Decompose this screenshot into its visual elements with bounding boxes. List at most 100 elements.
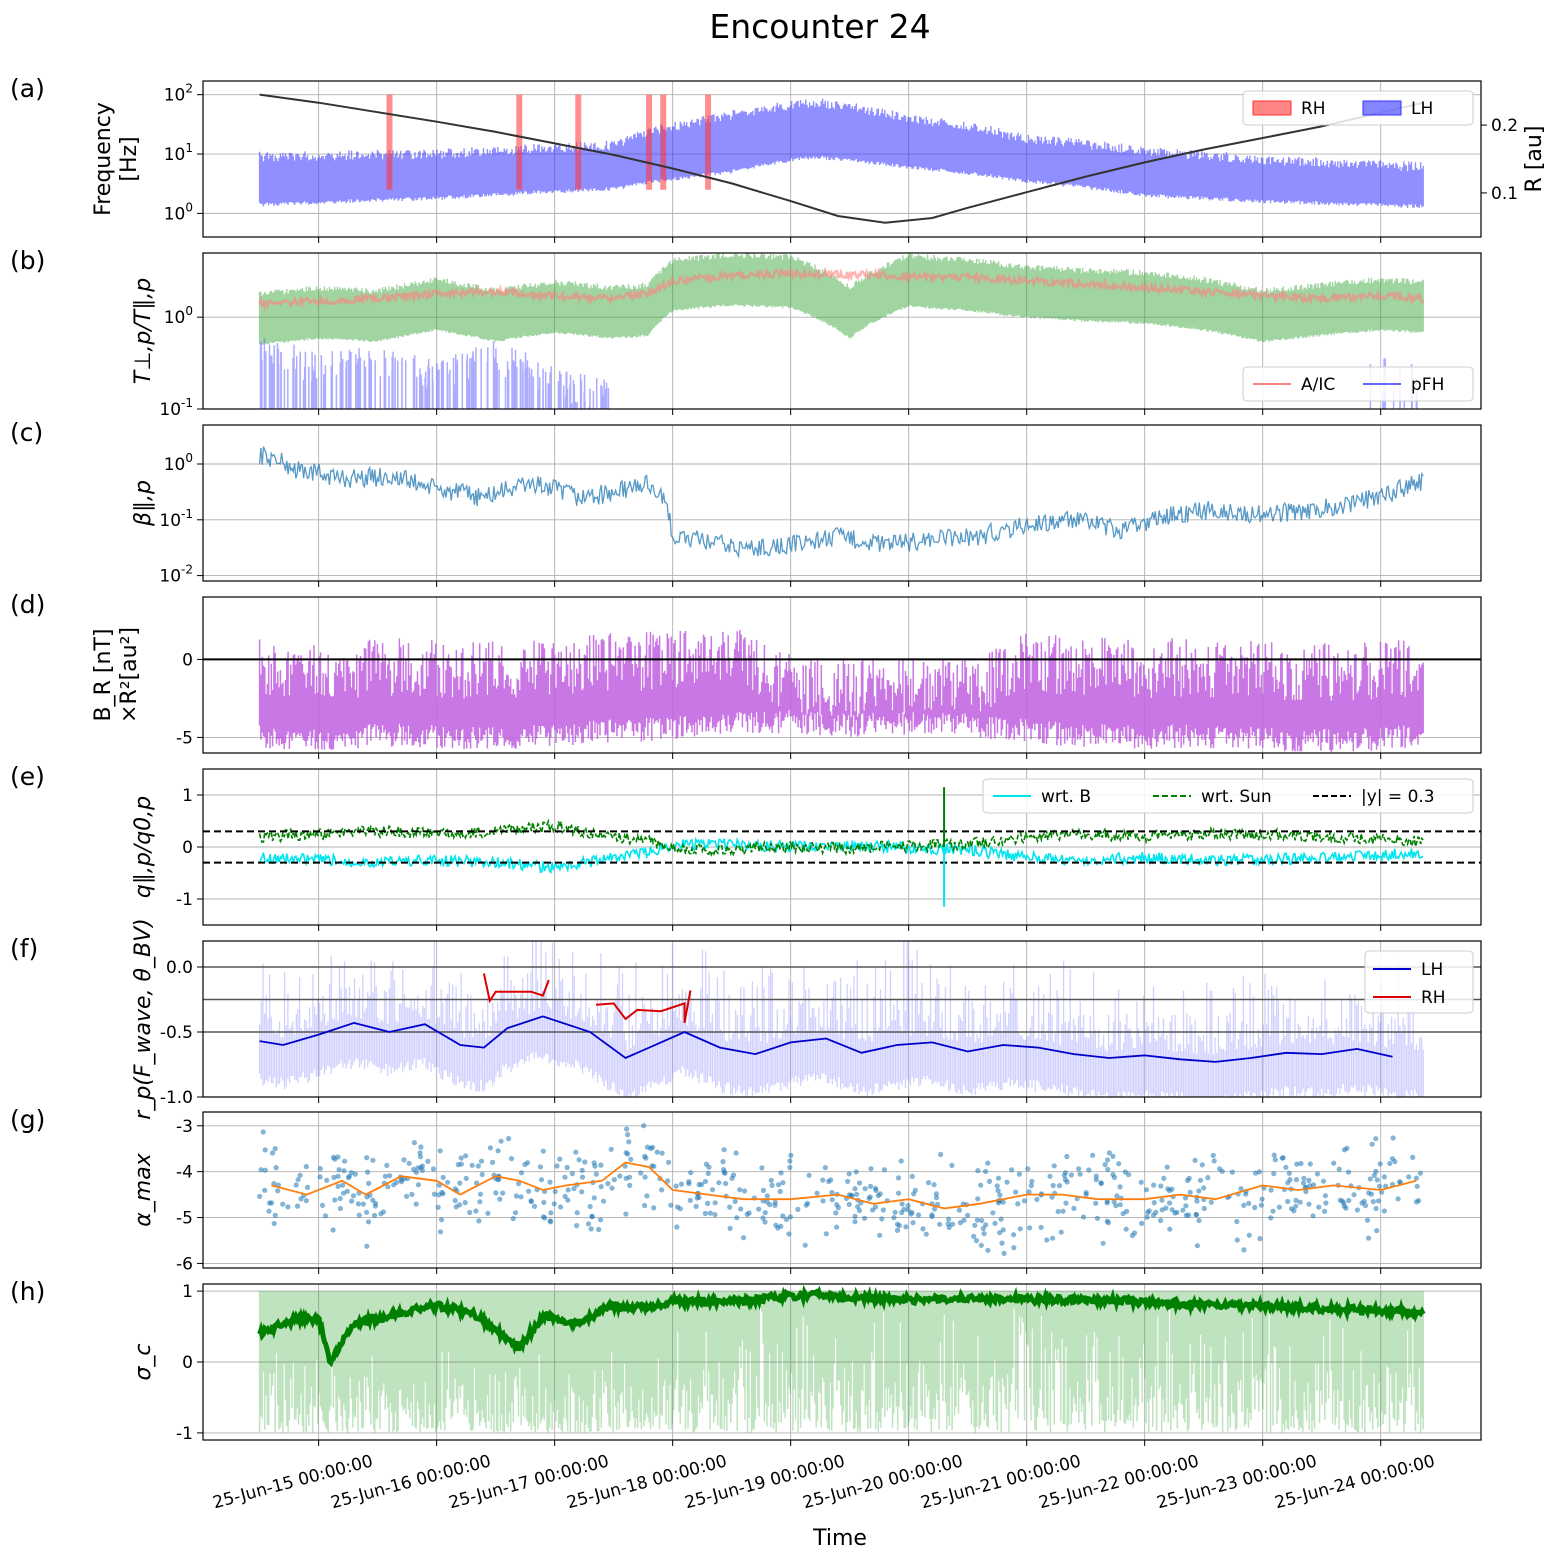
- alpha-point: [866, 1195, 872, 1201]
- alpha-point: [1063, 1200, 1069, 1206]
- alpha-point: [579, 1167, 585, 1173]
- alpha-point: [946, 1224, 952, 1230]
- alpha-point: [1055, 1208, 1061, 1215]
- alpha-point: [335, 1154, 341, 1160]
- alpha-point: [643, 1155, 649, 1161]
- alpha-point: [1307, 1161, 1313, 1167]
- alpha-point: [760, 1215, 766, 1221]
- alpha-point: [852, 1186, 858, 1192]
- alpha-point: [1205, 1175, 1211, 1181]
- alpha-point: [783, 1216, 790, 1222]
- alpha-point: [712, 1212, 718, 1218]
- alpha-point: [659, 1150, 665, 1156]
- alpha-point: [1197, 1177, 1204, 1183]
- alpha-point: [923, 1231, 929, 1237]
- alpha-point: [901, 1206, 907, 1212]
- alpha-point: [271, 1220, 277, 1227]
- alpha-point: [1208, 1199, 1214, 1205]
- alpha-point: [350, 1193, 357, 1199]
- alpha-point: [1410, 1154, 1416, 1160]
- alpha-point: [485, 1210, 491, 1216]
- alpha-point: [1192, 1157, 1198, 1163]
- alpha-point: [1345, 1169, 1352, 1175]
- alpha-point: [345, 1175, 351, 1181]
- radial-distance-line: [259, 93, 1424, 224]
- alpha-point: [413, 1169, 419, 1175]
- alpha-point: [540, 1148, 546, 1154]
- alpha-point: [564, 1164, 570, 1171]
- alpha-point: [1271, 1171, 1277, 1177]
- alpha-running-mean: [271, 1161, 1417, 1210]
- alpha-point: [1110, 1153, 1116, 1159]
- alpha-point: [436, 1192, 442, 1198]
- alpha-point: [1100, 1240, 1106, 1246]
- alpha-point: [272, 1146, 278, 1152]
- alpha-point: [579, 1174, 586, 1180]
- alpha-point: [371, 1212, 378, 1218]
- alpha-point: [1083, 1191, 1089, 1198]
- alpha-point: [727, 1204, 733, 1210]
- alpha-point: [576, 1157, 582, 1163]
- alpha-point: [591, 1195, 597, 1201]
- alpha-point: [929, 1212, 935, 1218]
- alpha-point: [1272, 1157, 1278, 1163]
- alpha-point: [273, 1165, 279, 1171]
- alpha-point: [979, 1217, 985, 1224]
- alpha-point: [899, 1201, 905, 1207]
- alpha-point: [716, 1180, 722, 1186]
- alpha-point: [1366, 1235, 1372, 1241]
- panel-b: 10-1 100 (b) T⊥,p/T∥,p A/IC pFH: [10, 246, 1482, 420]
- alpha-point: [1016, 1171, 1023, 1177]
- alpha-point: [1390, 1135, 1396, 1141]
- alpha-point: [598, 1217, 604, 1223]
- alpha-point: [623, 1211, 629, 1217]
- alpha-point: [1102, 1162, 1108, 1168]
- alpha-point: [257, 1193, 263, 1199]
- alpha-point: [950, 1221, 956, 1227]
- panel-e: -1 0 1 (e) q∥,p/q0,p wrt. B wrt. Sun |y| = 0.3: [10, 762, 1482, 931]
- alpha-point: [905, 1207, 911, 1213]
- alpha-point: [1164, 1164, 1170, 1170]
- alpha-point: [903, 1224, 909, 1230]
- alpha-point: [829, 1189, 835, 1196]
- y-axis-label: σ_c: [131, 1343, 156, 1380]
- alpha-point: [1124, 1208, 1130, 1214]
- alpha-point: [495, 1176, 501, 1183]
- alpha-point: [611, 1177, 617, 1183]
- y-tick-label: 10-1: [159, 396, 193, 420]
- alpha-point: [1280, 1155, 1286, 1161]
- alpha-point: [933, 1195, 940, 1201]
- alpha-point: [622, 1163, 628, 1169]
- alpha-point: [303, 1164, 309, 1170]
- alpha-point: [1241, 1202, 1247, 1208]
- alpha-point: [588, 1226, 594, 1232]
- alpha-point: [1376, 1183, 1383, 1189]
- alpha-point: [348, 1170, 354, 1176]
- rh-burst: [386, 94, 393, 190]
- alpha-point: [686, 1181, 692, 1187]
- alpha-point: [1337, 1197, 1343, 1203]
- alpha-point: [574, 1210, 580, 1216]
- alpha-point: [458, 1161, 464, 1167]
- alpha-point: [787, 1158, 793, 1164]
- alpha-point: [322, 1213, 329, 1219]
- alpha-point: [1310, 1213, 1316, 1219]
- legend: RH LH: [1242, 90, 1474, 126]
- alpha-point: [587, 1203, 593, 1210]
- alpha-point: [364, 1209, 370, 1215]
- alpha-point: [1004, 1179, 1010, 1185]
- alpha-point: [1058, 1229, 1064, 1235]
- alpha-point: [304, 1184, 311, 1190]
- alpha-point: [467, 1209, 473, 1216]
- alpha-point: [370, 1157, 376, 1163]
- alpha-point: [510, 1216, 516, 1222]
- alpha-point: [1287, 1177, 1293, 1183]
- alpha-point: [641, 1123, 647, 1129]
- alpha-point: [668, 1202, 674, 1208]
- panel-f: -1.0 -0.5 0.0 (f) r_p(F_wave, θ_BV) LH RH: [10, 918, 1482, 1120]
- alpha-point: [582, 1159, 588, 1165]
- y-tick-label: -1.0: [160, 1088, 193, 1108]
- alpha-point: [787, 1164, 793, 1171]
- alpha-point: [997, 1192, 1003, 1198]
- lh-correlation-raw: [258, 941, 1424, 1097]
